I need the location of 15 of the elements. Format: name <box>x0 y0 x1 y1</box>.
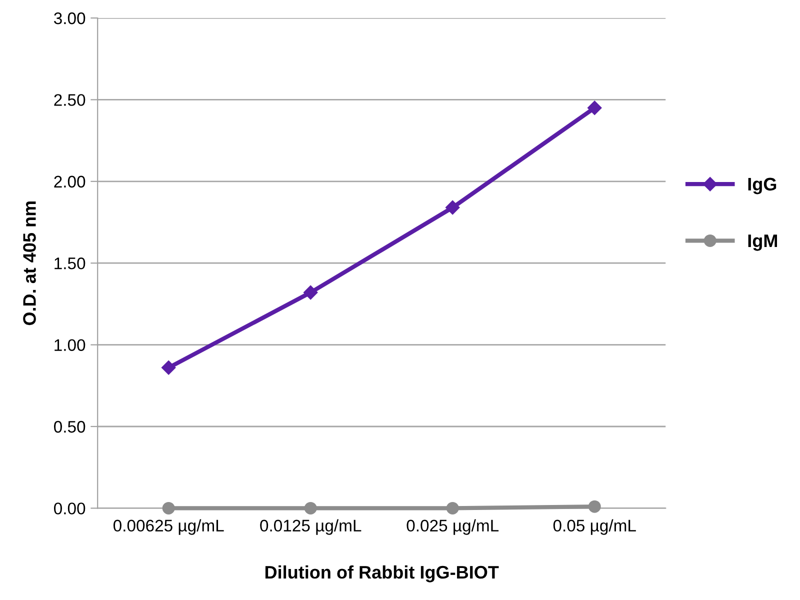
x-tick-label: 0.025 µg/mL <box>406 519 499 535</box>
x-tick-label: 0.00625 µg/mL <box>113 519 224 535</box>
y-tick-label: 0.00 <box>54 502 86 514</box>
x-tick-label: 0.0125 µg/mL <box>260 519 362 535</box>
y-tick-label: 0.50 <box>54 420 86 433</box>
y-tick-label: 1.00 <box>54 339 86 352</box>
x-tick-label: 0.05 µg/mL <box>553 519 636 535</box>
y-tick-label: 2.00 <box>54 176 86 188</box>
legend-label: IgM <box>748 234 777 251</box>
legend-label: IgG <box>748 178 776 194</box>
y-tick-label: 2.50 <box>54 94 86 106</box>
y-tick-label: 3.00 <box>54 12 86 24</box>
x-axis-title: Dilution of Rabbit IgG-BIOT <box>265 565 499 582</box>
y-tick-label: 1.50 <box>54 258 86 270</box>
y-axis-title: O.D. at 405 nm <box>23 202 36 326</box>
